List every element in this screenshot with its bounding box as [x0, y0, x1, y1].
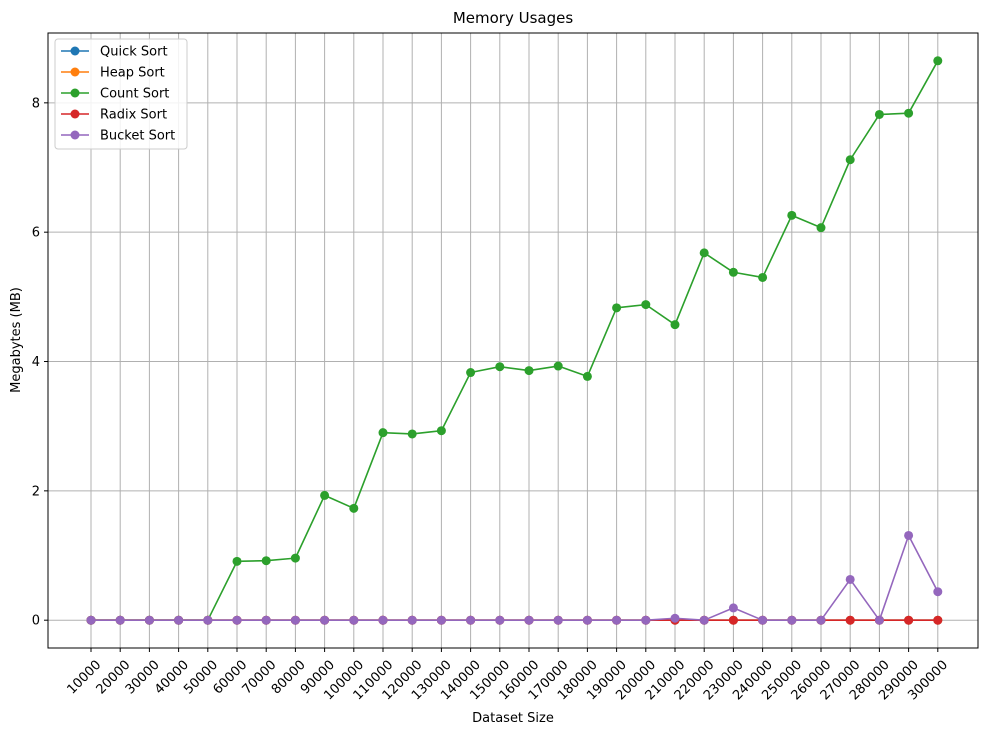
legend-label-count-sort: Count Sort: [100, 87, 169, 102]
data-point-count-sort: [758, 272, 768, 282]
data-point-count-sort: [670, 320, 680, 330]
data-point-count-sort: [787, 210, 797, 220]
legend-marker-bucket-sort: [70, 130, 80, 140]
data-point-count-sort: [641, 300, 651, 310]
data-point-bucket-sort: [787, 615, 797, 625]
data-point-bucket-sort: [349, 615, 359, 625]
series-line-bucket-sort: [91, 534, 939, 621]
y-tick-label: 2: [32, 484, 40, 499]
series-layer: [86, 56, 943, 625]
legend-marker-quick-sort: [70, 46, 80, 56]
data-point-bucket-sort: [436, 615, 446, 625]
y-tick-label: 4: [32, 355, 40, 370]
data-point-count-sort: [874, 109, 884, 119]
data-point-bucket-sort: [320, 615, 330, 625]
data-point-count-sort: [407, 429, 417, 439]
data-point-count-sort: [612, 303, 622, 313]
data-point-radix-sort: [845, 615, 855, 625]
data-point-count-sort: [466, 368, 476, 378]
legend-label-bucket-sort: Bucket Sort: [100, 129, 175, 144]
data-point-bucket-sort: [144, 615, 154, 625]
legend-marker-heap-sort: [70, 67, 80, 77]
data-point-bucket-sort: [115, 615, 125, 625]
data-point-bucket-sort: [699, 615, 709, 625]
data-point-bucket-sort: [553, 615, 563, 625]
data-point-bucket-sort: [261, 615, 271, 625]
data-point-radix-sort: [904, 615, 914, 625]
data-point-bucket-sort: [290, 615, 300, 625]
data-point-count-sort: [261, 556, 271, 566]
data-point-count-sort: [495, 362, 505, 372]
y-axis-label: Megabytes (MB): [9, 287, 24, 393]
data-point-count-sort: [699, 248, 709, 258]
legend-box: [54, 38, 188, 150]
data-point-bucket-sort: [641, 615, 651, 625]
y-tick-label: 8: [32, 96, 40, 111]
data-point-count-sort: [290, 553, 300, 563]
data-point-count-sort: [816, 223, 826, 233]
legend-label-heap-sort: Heap Sort: [100, 66, 165, 81]
data-point-bucket-sort: [203, 615, 213, 625]
data-point-bucket-sort: [582, 615, 592, 625]
data-point-count-sort: [845, 155, 855, 165]
data-point-bucket-sort: [612, 615, 622, 625]
data-point-bucket-sort: [407, 615, 417, 625]
data-point-count-sort: [436, 426, 446, 436]
data-point-bucket-sort: [728, 603, 738, 613]
legend: Quick Sort Heap Sort Count Sort Radix Sort B…: [54, 38, 188, 150]
chart-title: Memory Usages: [453, 9, 574, 27]
y-tick-label: 6: [32, 226, 40, 241]
data-point-count-sort: [933, 56, 943, 66]
data-point-count-sort: [349, 503, 359, 513]
plot-frame: [47, 32, 979, 649]
data-point-count-sort: [320, 490, 330, 500]
series-line-count-sort: [91, 60, 939, 621]
data-point-count-sort: [378, 428, 388, 438]
data-point-count-sort: [232, 556, 242, 566]
data-point-count-sort: [904, 108, 914, 118]
data-point-bucket-sort: [232, 615, 242, 625]
data-point-count-sort: [728, 267, 738, 277]
data-point-count-sort: [582, 371, 592, 381]
legend-label-quick-sort: Quick Sort: [100, 45, 168, 60]
data-point-bucket-sort: [174, 615, 184, 625]
x-axis-label: Dataset Size: [472, 711, 554, 726]
data-point-count-sort: [524, 366, 534, 376]
data-point-bucket-sort: [758, 615, 768, 625]
data-point-bucket-sort: [466, 615, 476, 625]
legend-marker-count-sort: [70, 88, 80, 98]
data-point-bucket-sort: [874, 615, 884, 625]
data-point-bucket-sort: [524, 615, 534, 625]
data-point-bucket-sort: [816, 615, 826, 625]
data-point-bucket-sort: [378, 615, 388, 625]
data-point-bucket-sort: [670, 613, 680, 623]
legend-label-radix-sort: Radix Sort: [100, 108, 167, 123]
legend-marker-radix-sort: [70, 109, 80, 119]
data-point-radix-sort: [728, 615, 738, 625]
data-point-bucket-sort: [904, 530, 914, 540]
data-point-bucket-sort: [86, 615, 96, 625]
data-point-count-sort: [553, 361, 563, 371]
y-tick-label: 0: [32, 614, 40, 629]
data-point-bucket-sort: [495, 615, 505, 625]
data-point-radix-sort: [933, 615, 943, 625]
data-point-bucket-sort: [933, 587, 943, 597]
data-point-bucket-sort: [845, 574, 855, 584]
